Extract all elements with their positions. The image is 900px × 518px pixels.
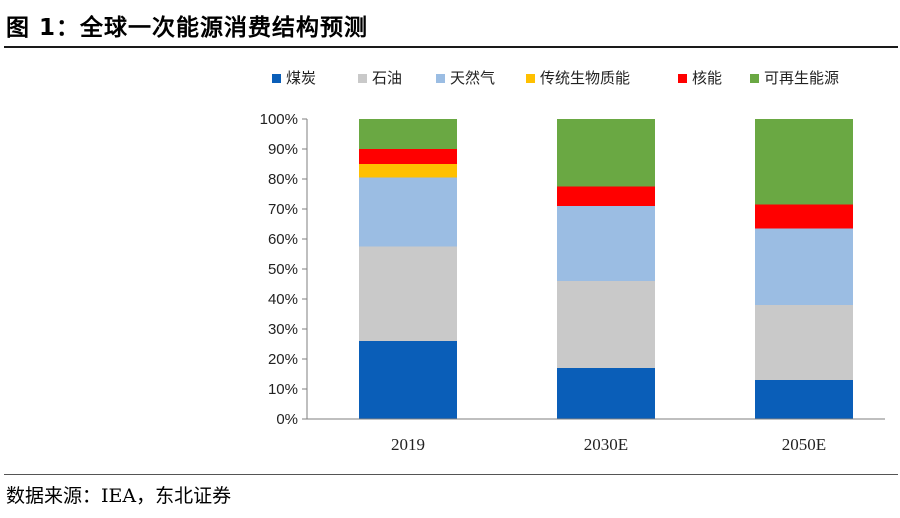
- chart-legend: 煤炭 石油 天然气 传统生物质能 核能 可再生能源: [272, 69, 839, 87]
- y-tick-label: 80%: [268, 171, 298, 188]
- x-tick-label: 2050E: [782, 435, 826, 454]
- source-note: 数据来源：IEA，东北证券: [6, 485, 232, 507]
- x-tick-label: 2030E: [584, 435, 628, 454]
- bar-segment: [755, 204, 853, 229]
- legend-swatch: [436, 74, 445, 83]
- bar-stack-2030E: [557, 119, 655, 419]
- source-divider: [4, 474, 898, 475]
- legend-swatch: [358, 74, 367, 83]
- legend-item: 煤炭: [272, 69, 316, 87]
- y-tick-label: 0%: [276, 411, 298, 428]
- bar-segment: [557, 186, 655, 206]
- bar-stack-2019: [359, 119, 457, 419]
- legend-swatch: [526, 74, 535, 83]
- y-tick-label: 30%: [268, 321, 298, 338]
- y-tick-label: 100%: [260, 111, 298, 128]
- bar-segment: [755, 380, 853, 419]
- legend-label: 传统生物质能: [540, 69, 630, 87]
- bar-segment: [755, 119, 853, 205]
- bar-segment: [557, 119, 655, 187]
- bar-segment: [755, 228, 853, 305]
- legend-label: 核能: [692, 69, 722, 87]
- bar-segment: [359, 246, 457, 341]
- bar-segment: [359, 164, 457, 178]
- legend-swatch: [750, 74, 759, 83]
- bar-segment: [557, 206, 655, 281]
- legend-item: 传统生物质能: [526, 69, 630, 87]
- bar-stack-2050E: [755, 119, 853, 419]
- legend-label: 石油: [372, 69, 402, 87]
- x-tick-label: 2019: [391, 435, 425, 454]
- legend-label: 天然气: [450, 69, 495, 87]
- bar-segment: [359, 177, 457, 247]
- legend-item: 天然气: [436, 69, 495, 87]
- legend-item: 可再生能源: [750, 69, 839, 87]
- legend-item: 核能: [678, 69, 722, 87]
- y-tick-label: 70%: [268, 201, 298, 218]
- legend-item: 石油: [358, 69, 402, 87]
- y-tick-label: 90%: [268, 141, 298, 158]
- y-tick-label: 50%: [268, 261, 298, 278]
- stacked-bar-chart: 煤炭 石油 天然气 传统生物质能 核能 可再生能源 0% 10% 20% 30% 40% 50% 60…: [260, 69, 885, 454]
- bar-segment: [359, 341, 457, 419]
- legend-label: 煤炭: [286, 69, 316, 87]
- bar-segment: [557, 281, 655, 368]
- y-tick-label: 10%: [268, 381, 298, 398]
- title-divider: [4, 46, 898, 48]
- bar-segment: [359, 119, 457, 149]
- bar-segment: [359, 149, 457, 164]
- legend-swatch: [678, 74, 687, 83]
- bar-segment: [557, 368, 655, 419]
- legend-swatch: [272, 74, 281, 83]
- y-tick-label: 60%: [268, 231, 298, 248]
- y-axis: 0% 10% 20% 30% 40% 50% 60% 70% 80% 90% 100%: [260, 111, 308, 428]
- bar-segment: [755, 305, 853, 380]
- x-axis: 2019 2030E 2050E: [307, 418, 885, 454]
- y-tick-label: 40%: [268, 291, 298, 308]
- y-tick-label: 20%: [268, 351, 298, 368]
- legend-label: 可再生能源: [764, 69, 839, 87]
- bar-series-group: [359, 119, 853, 419]
- figure-title: 图 1：全球一次能源消费结构预测: [6, 15, 369, 41]
